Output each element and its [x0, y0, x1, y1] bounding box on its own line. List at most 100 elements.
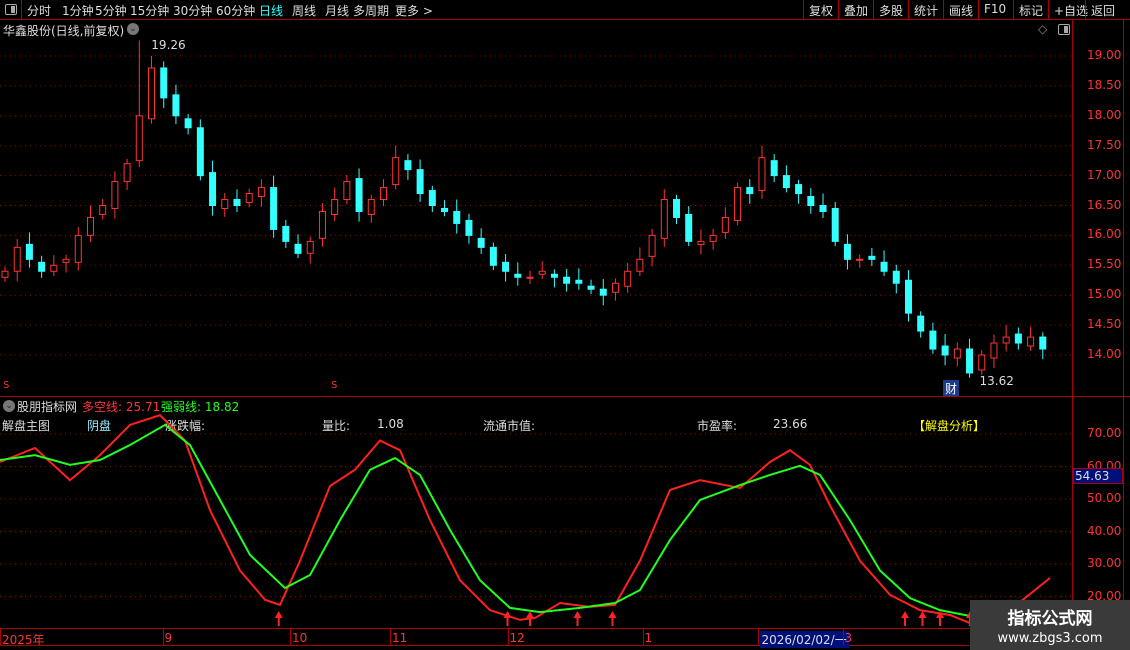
- tab-period-2[interactable]: 5分钟: [95, 4, 127, 18]
- candle-body: [550, 273, 558, 278]
- tab-period-10[interactable]: 更多 >: [395, 4, 433, 18]
- watermark-title: 指标公式网: [1007, 609, 1093, 629]
- candle-body: [74, 234, 82, 263]
- up-arrow-icon: [573, 611, 582, 626]
- tab-period-3[interactable]: 15分钟: [130, 4, 170, 18]
- tab-period-9[interactable]: 多周期: [353, 4, 390, 18]
- candle-body: [245, 193, 253, 204]
- candle-body: [941, 345, 949, 356]
- price-tick-label: 14.50: [1087, 317, 1122, 332]
- toolbar-button-3[interactable]: 统计: [908, 0, 943, 20]
- date-tick: [642, 628, 644, 645]
- date-label: 2025年: [2, 633, 45, 647]
- up-arrow-icon: [936, 611, 944, 626]
- candle-body: [1, 270, 9, 278]
- candle-body: [221, 199, 229, 209]
- toolbar-button-5[interactable]: F10: [978, 0, 1011, 20]
- candle-body: [746, 187, 754, 195]
- candle-body: [904, 279, 912, 314]
- price-tick-label: 18.00: [1087, 107, 1122, 122]
- candle-body: [196, 127, 204, 177]
- up-arrow-icon: [526, 611, 534, 626]
- toolbar-button-1[interactable]: 叠加: [838, 0, 873, 20]
- candle-body: [575, 279, 583, 284]
- candle-body: [184, 118, 192, 129]
- s-marker: S: [331, 380, 338, 391]
- date-tick: [290, 628, 291, 645]
- toolbar-button-6[interactable]: 标记: [1013, 0, 1048, 20]
- tab-period-7[interactable]: 周线: [292, 4, 317, 18]
- date-label: 11: [392, 631, 408, 645]
- candle-body: [709, 234, 717, 242]
- candlestick-chart[interactable]: [0, 0, 1072, 396]
- candle-body: [306, 240, 314, 254]
- candle-body: [636, 258, 644, 272]
- axis-divider: [1072, 20, 1073, 645]
- price-tick-label: 16.00: [1087, 227, 1122, 242]
- price-tick-label: 17.00: [1087, 167, 1122, 182]
- up-arrow-icon: [918, 611, 927, 626]
- candle-body: [318, 210, 326, 239]
- candle-body: [880, 261, 888, 272]
- candle-body: [514, 273, 522, 278]
- panel-toggle-button[interactable]: [0, 0, 22, 20]
- candle-body: [209, 172, 217, 206]
- date-tick: [507, 628, 509, 645]
- candle-body: [563, 276, 571, 284]
- candle-body: [343, 181, 351, 201]
- price-tick-label: 15.00: [1087, 287, 1122, 302]
- date-tick: [757, 628, 759, 645]
- candle-body: [62, 258, 70, 263]
- candle-body: [404, 160, 412, 171]
- candle-body: [392, 157, 400, 186]
- panel-toggle-icon[interactable]: [1058, 24, 1070, 35]
- watermark: 指标公式网 www.zbgs3.com: [970, 600, 1130, 650]
- finance-badge[interactable]: 财: [943, 380, 960, 397]
- indicator-tick-label: 50.00: [1087, 491, 1122, 505]
- candle-body: [526, 276, 534, 279]
- s-marker: S: [3, 380, 10, 391]
- tab-period-8[interactable]: 月线: [325, 4, 350, 18]
- toolbar-button-4[interactable]: 画线: [943, 0, 978, 20]
- diamond-icon[interactable]: ◇: [1038, 22, 1048, 36]
- candle-body: [697, 240, 705, 245]
- indicator-tick-label: 30.00: [1087, 556, 1122, 570]
- tab-period-0[interactable]: 分时: [27, 4, 52, 18]
- analysis-button[interactable]: 【解盘分析】: [913, 419, 986, 433]
- candle-body: [233, 199, 241, 207]
- candle-body: [355, 178, 363, 212]
- indicator-tick-label: 40.00: [1087, 523, 1122, 538]
- volume-ratio-value: 1.08: [377, 417, 404, 431]
- candle-body: [611, 282, 619, 293]
- candle-body: [782, 175, 790, 189]
- candle-body: [367, 199, 375, 215]
- chevron-down-icon[interactable]: ⌄: [127, 23, 139, 35]
- candle-body: [416, 169, 424, 195]
- tab-period-5[interactable]: 60分钟: [216, 4, 256, 18]
- panel-toggle-icon: [5, 4, 17, 15]
- date-label: 3: [844, 631, 853, 645]
- candle-body: [953, 348, 961, 359]
- toolbar-button-8[interactable]: 返回: [1085, 0, 1120, 20]
- candle-body: [929, 330, 937, 350]
- tab-period-6[interactable]: 日线: [259, 4, 284, 18]
- candle-body: [502, 261, 510, 272]
- candle-body: [734, 187, 742, 221]
- stock-title: 华鑫股份(日线,前复权): [3, 24, 125, 38]
- tab-period-1[interactable]: 1分钟: [62, 4, 94, 18]
- indicator-chart[interactable]: [0, 397, 1072, 628]
- toolbar-button-7[interactable]: +自选: [1048, 0, 1093, 20]
- candle-body: [379, 187, 387, 201]
- toolbar-button-0[interactable]: 复权: [803, 0, 838, 20]
- candle-body: [538, 270, 546, 275]
- date-label: 10: [292, 631, 308, 645]
- indicator-tick-label: 70.00: [1087, 426, 1122, 440]
- tab-period-4[interactable]: 30分钟: [173, 4, 213, 18]
- series-line-0: [0, 414, 1051, 627]
- candle-body: [770, 160, 778, 177]
- candle-body: [868, 255, 876, 260]
- chevron-down-icon[interactable]: ⌄: [3, 400, 15, 412]
- toolbar-button-2[interactable]: 多股: [873, 0, 908, 20]
- candle-body: [831, 207, 839, 242]
- candle-body: [1014, 333, 1022, 344]
